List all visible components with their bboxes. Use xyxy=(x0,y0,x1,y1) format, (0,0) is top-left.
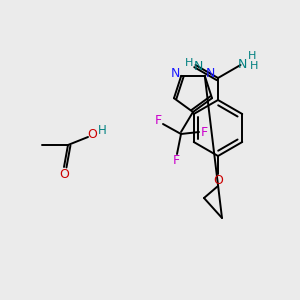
Text: F: F xyxy=(172,154,180,167)
Text: N: N xyxy=(206,67,215,80)
Text: O: O xyxy=(59,167,69,181)
Text: O: O xyxy=(213,175,223,188)
Text: N: N xyxy=(194,61,203,74)
Text: F: F xyxy=(200,125,208,139)
Text: H: H xyxy=(248,51,257,61)
Text: N: N xyxy=(171,67,180,80)
Text: H: H xyxy=(98,124,106,136)
Text: F: F xyxy=(154,113,162,127)
Text: N: N xyxy=(238,58,247,71)
Text: H: H xyxy=(250,61,259,71)
Text: O: O xyxy=(87,128,97,142)
Text: H: H xyxy=(185,58,194,68)
